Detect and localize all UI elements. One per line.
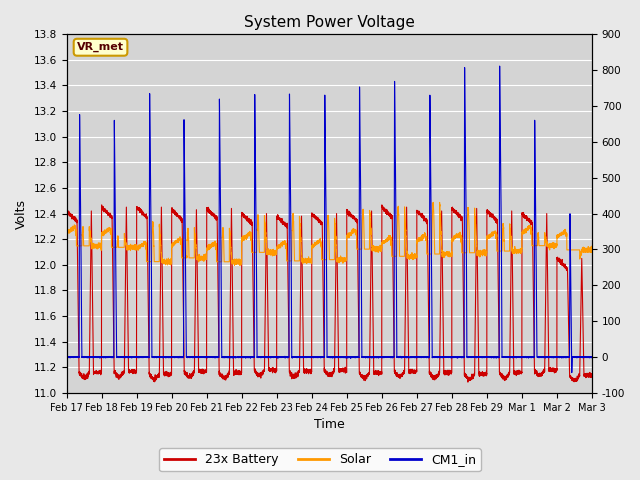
Legend: 23x Battery, Solar, CM1_in: 23x Battery, Solar, CM1_in — [159, 448, 481, 471]
X-axis label: Time: Time — [314, 419, 344, 432]
Text: VR_met: VR_met — [77, 42, 124, 52]
Title: System Power Voltage: System Power Voltage — [244, 15, 415, 30]
Y-axis label: Volts: Volts — [15, 199, 28, 228]
